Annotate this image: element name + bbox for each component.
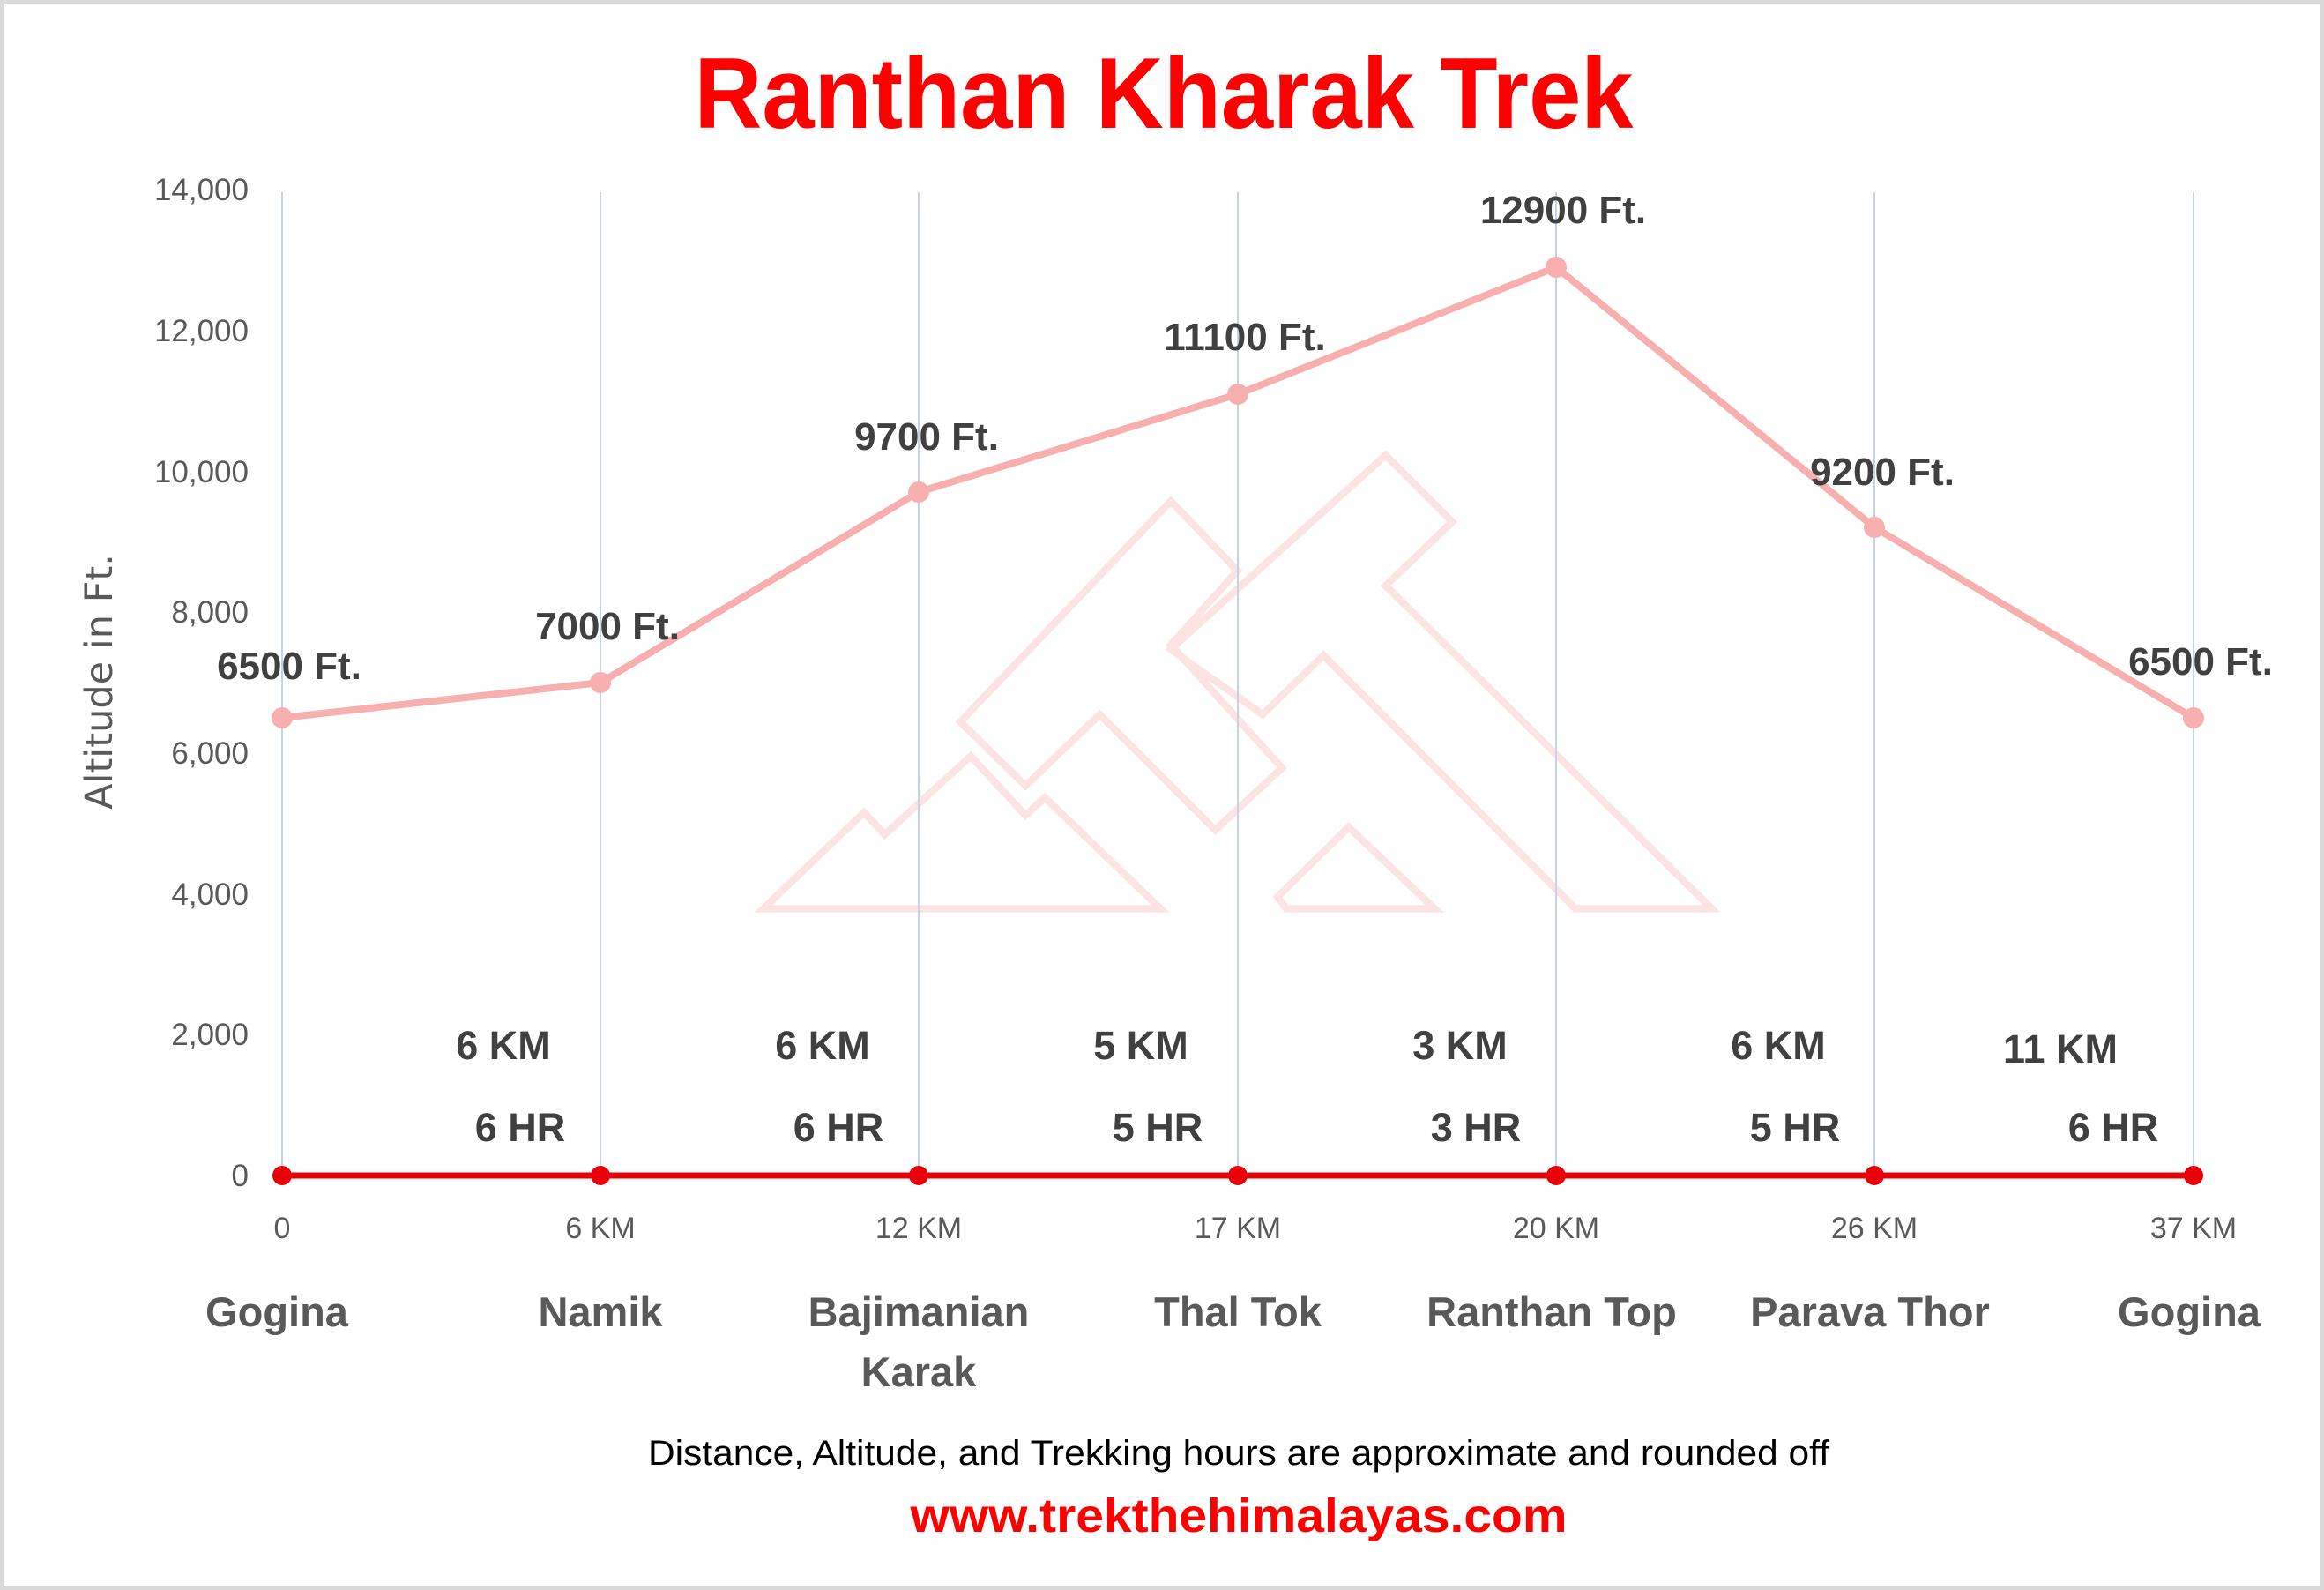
website-link[interactable]: www.trekthehimalayas.com <box>909 1489 1567 1542</box>
camp-name: Thal Tok <box>1154 1288 1322 1335</box>
y-tick: 8,000 <box>171 595 249 630</box>
camp-name: Bajimanian <box>808 1288 1030 1335</box>
camp-name: Gogina <box>205 1288 349 1335</box>
y-tick: 14,000 <box>154 173 249 207</box>
camp-name: Ranthan Top <box>1426 1288 1677 1335</box>
baseline-point[interactable] <box>272 1166 292 1185</box>
y-tick: 2,000 <box>171 1018 249 1052</box>
x-tick: 17 KM <box>1195 1212 1281 1245</box>
altitude-label: 7000 Ft. <box>535 605 680 648</box>
segment-hours: 5 HR <box>1113 1105 1203 1150</box>
altitude-label: 9700 Ft. <box>854 415 999 459</box>
altitude-point[interactable] <box>908 481 929 503</box>
y-tick: 6,000 <box>171 736 249 771</box>
altitude-point[interactable] <box>1227 384 1248 405</box>
baseline-point[interactable] <box>909 1166 928 1185</box>
baseline-series <box>272 1166 2203 1185</box>
segment-distance: 6 KM <box>775 1023 870 1068</box>
altitude-label: 6500 Ft. <box>217 645 361 688</box>
altitude-point[interactable] <box>2183 707 2204 728</box>
baseline-point[interactable] <box>1546 1166 1566 1185</box>
camp-name-line2: Karak <box>861 1348 978 1395</box>
altitude-point[interactable] <box>1546 257 1567 278</box>
altitude-label: 11100 Ft. <box>1164 316 1325 359</box>
x-tick: 37 KM <box>2150 1212 2237 1245</box>
segment-distance: 6 KM <box>1731 1023 1826 1068</box>
x-tick: 0 <box>274 1212 291 1245</box>
x-tick: 20 KM <box>1513 1212 1599 1245</box>
baseline-point[interactable] <box>591 1166 610 1185</box>
camp-name: Namik <box>538 1288 663 1335</box>
baseline-point[interactable] <box>1228 1166 1248 1185</box>
disclaimer-note: Distance, Altitude, and Trekking hours a… <box>648 1434 1830 1473</box>
y-axis-title: Altitude in Ft. <box>78 554 122 810</box>
y-tick: 4,000 <box>171 877 249 912</box>
segment-hours: 6 HR <box>475 1105 566 1150</box>
y-tick: 0 <box>232 1159 249 1193</box>
x-tick: 6 KM <box>565 1212 635 1245</box>
segment-distance: 6 KM <box>456 1023 551 1068</box>
camp-name: Gogina <box>2118 1288 2261 1335</box>
baseline-point[interactable] <box>2184 1166 2203 1185</box>
segment-distance: 3 KM <box>1412 1023 1508 1068</box>
x-axis-ticks: 0 6 KM 12 KM 17 KM 20 KM 26 KM 37 KM <box>274 1212 2238 1245</box>
altitude-label: 9200 Ft. <box>1810 451 1955 494</box>
altitude-label: 6500 Ft. <box>2128 640 2273 683</box>
segment-hours-labels: 6 HR 6 HR 5 HR 3 HR 5 HR 6 HR <box>475 1105 2159 1150</box>
x-tick: 12 KM <box>875 1212 962 1245</box>
altitude-series <box>272 257 2204 728</box>
mountain-watermark-icon <box>754 450 1721 913</box>
segment-hours: 6 HR <box>2068 1105 2159 1150</box>
camp-name: Parava Thor <box>1750 1288 1990 1335</box>
camp-names: Gogina Namik Bajimanian Karak Thal Tok R… <box>205 1288 2261 1395</box>
y-tick: 10,000 <box>154 455 249 489</box>
segment-hours: 6 HR <box>793 1105 884 1150</box>
altitude-labels: 6500 Ft. 7000 Ft. 9700 Ft. 11100 Ft. 129… <box>217 189 2273 688</box>
segment-hours: 5 HR <box>1750 1105 1841 1150</box>
baseline-point[interactable] <box>1865 1166 1884 1185</box>
segment-hours: 3 HR <box>1431 1105 1522 1150</box>
altitude-point[interactable] <box>1864 517 1885 538</box>
segment-distance: 11 KM <box>2003 1026 2118 1071</box>
altitude-point[interactable] <box>590 672 611 693</box>
segment-distance: 5 KM <box>1093 1023 1188 1068</box>
y-tick: 12,000 <box>154 314 249 348</box>
altitude-label: 12900 Ft. <box>1480 189 1646 232</box>
segment-distance-labels: 6 KM 6 KM 5 KM 3 KM 6 KM 11 KM <box>456 1023 2118 1071</box>
x-tick: 26 KM <box>1831 1212 1918 1245</box>
altitude-point[interactable] <box>272 707 293 728</box>
y-axis-ticks: 0 2,000 4,000 6,000 8,000 10,000 12,000 … <box>154 173 249 1193</box>
chart-title: Ranthan Kharak Trek <box>695 38 1635 150</box>
